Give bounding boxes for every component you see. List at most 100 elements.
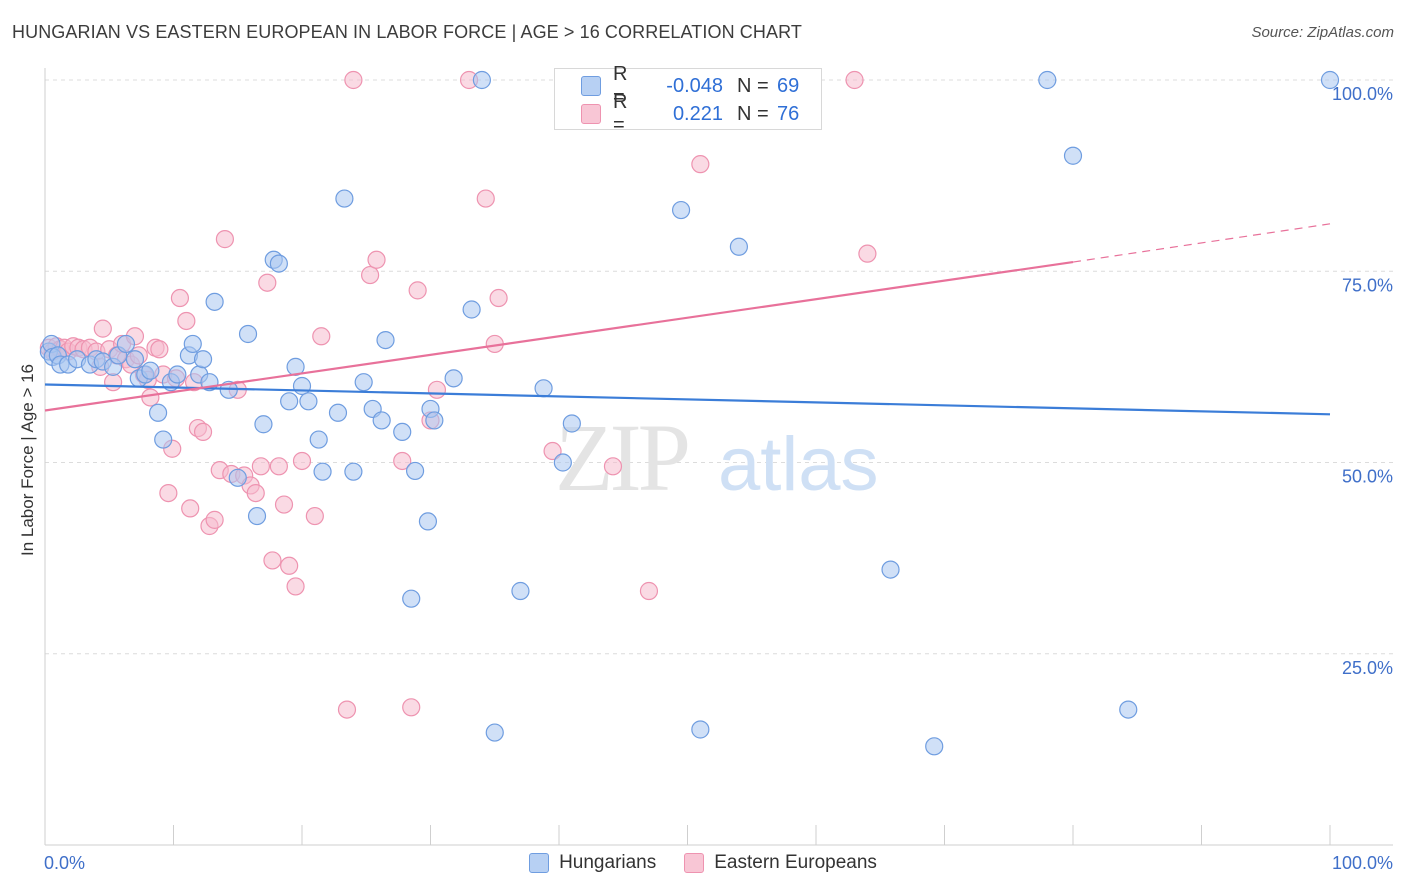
y-tick-label: 25.0% [1342,658,1393,678]
hungarians-point [313,462,332,481]
hungarians-point [1063,146,1083,165]
eastern-europeans-point [408,281,427,300]
eastern-europeans-point [305,506,324,526]
hungarians-point [729,237,749,256]
hungarians-point [534,379,553,398]
hungarians-point [205,292,224,311]
hungarians-point [254,415,273,434]
eastern-europeans-point [367,250,386,269]
legend-n-value: 69 [777,74,800,97]
eastern-europeans-point [150,340,169,359]
hungarians-point [405,461,425,481]
y-tick-label: 100.0% [1332,84,1393,104]
eastern-europeans-point [427,380,447,399]
legend-n-label: N = [737,102,769,125]
grid-lines [45,79,1393,655]
hungarians-point [116,334,136,354]
eastern-europeans-point [361,265,380,285]
eastern-europeans-point [141,388,160,407]
x-tick-label: 100.0% [1332,853,1393,873]
hungarians-point [553,453,572,472]
eastern-europeans-point [246,484,265,503]
hungarians-point [335,189,354,208]
hungarians-point [1320,70,1340,90]
hungarians-point [462,300,481,319]
hungarians-point [193,350,213,369]
axes [44,68,1393,846]
legend-swatch-pink [581,104,601,124]
eastern-europeans-point [489,288,508,308]
eastern-europeans-point [215,230,234,249]
hungarians-point [354,373,373,392]
hungarians-point [292,376,312,396]
y-axis-label: In Labor Force | Age > 16 [18,363,37,557]
hungarians-point [183,334,202,354]
eastern-europeans-point [274,495,294,514]
hungarians-point [511,581,530,601]
legend-r-label: R = [613,91,628,136]
eastern-europeans-point [639,581,659,601]
legend-n-label: N = [737,74,769,97]
hungarians-point [562,414,581,433]
eastern-europeans-point [476,189,495,208]
y-tick-labels: 25.0% 50.0% 75.0% 100.0% [1332,84,1393,678]
correlation-legend: R = -0.048 N = 69 R = 0.221 N = 76 [554,63,822,136]
eastern-europeans-point [280,556,299,575]
series-legend-eastern-europeans[interactable]: Eastern Europeans [684,852,877,874]
hungarians-point [148,403,168,422]
eastern-europeans-point [286,577,305,596]
hungarians-point [168,365,187,384]
series-swatch-blue [529,853,550,873]
watermark-atlas: atlas [718,422,879,507]
watermark: ZIP atlas [555,404,879,511]
hungarians-point [393,422,412,441]
hungarians-point [280,392,299,411]
legend-swatch-blue [581,76,601,96]
legend-r-value: -0.048 [666,74,723,97]
hungarians-point [141,361,160,380]
legend-row-hungarians: R = -0.048 N = 69 [555,63,800,108]
trend-lines [44,223,1331,416]
series-swatch-pink [684,853,705,873]
eastern-europeans-point [344,70,363,90]
legend-r-label: R = [613,63,628,108]
eastern-europeans-point [177,311,196,331]
hungarians-point [309,430,328,449]
source-label: Source: ZipAtlas.com [1251,24,1394,41]
eastern-europeans-point [312,327,331,346]
legend-row-eastern-europeans: R = 0.221 N = 76 [555,91,799,136]
hungarians-point [247,506,267,526]
hungarians-point [881,560,900,579]
hungarians-point [1038,70,1057,90]
hungarians-trend-line [44,383,1331,416]
hungarians-point [228,468,247,487]
hungarians-point [269,254,288,273]
hungarians-point [1119,700,1138,719]
eastern-europeans-trend-line [44,260,1074,412]
eastern-europeans-point [170,288,190,308]
hungarians-point [472,70,491,90]
hungarians-point [444,369,463,388]
chart-title: HUNGARIAN VS EASTERN EUROPEAN IN LABOR F… [12,22,802,42]
hungarians-point [485,723,504,742]
hungarians-point [425,411,444,430]
eastern-europeans-point [263,551,282,570]
series-legend-hungarians[interactable]: Hungarians [529,852,656,874]
eastern-europeans-point [93,319,112,338]
hungarians-point [299,392,318,411]
eastern-europeans-point [104,373,123,392]
hungarians-point [344,462,363,481]
legend-r-value: 0.221 [672,102,723,125]
eastern-europeans-point [205,510,224,529]
eastern-europeans-point [858,244,877,263]
hungarians-point [671,200,691,220]
eastern-europeans-point [845,70,864,90]
x-tick-label: 0.0% [44,853,85,873]
hungarians-point [402,589,421,608]
hungarians-point [925,737,944,756]
eastern-europeans-point [691,155,710,174]
hungarians-point [691,720,710,739]
hungarians-point [154,430,173,449]
eastern-europeans-point [393,451,412,471]
